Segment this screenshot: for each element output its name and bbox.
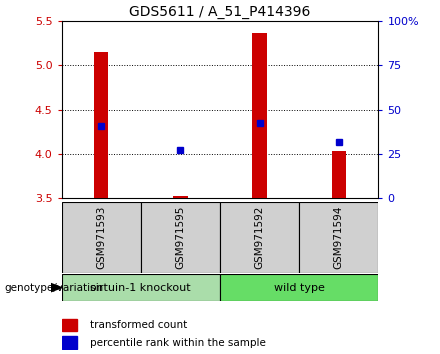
Text: GSM971594: GSM971594 (334, 205, 344, 269)
Bar (299, 202, 378, 273)
Text: GSM971593: GSM971593 (96, 205, 106, 269)
Bar (253, 33, 267, 198)
Text: sirtuin-1 knockout: sirtuin-1 knockout (91, 282, 191, 293)
Bar (220, 202, 299, 273)
Bar (62, 274, 220, 301)
Bar (220, 274, 378, 301)
Bar (94, 52, 108, 198)
Bar (62, 336, 77, 349)
Text: genotype/variation: genotype/variation (4, 282, 103, 293)
Text: GSM971595: GSM971595 (176, 205, 185, 269)
Text: transformed count: transformed count (90, 320, 187, 330)
Text: wild type: wild type (274, 282, 325, 293)
Bar (141, 202, 220, 273)
Bar (62, 202, 141, 273)
Bar (332, 152, 346, 198)
Title: GDS5611 / A_51_P414396: GDS5611 / A_51_P414396 (129, 5, 311, 19)
Bar (173, 196, 187, 198)
Polygon shape (51, 283, 62, 292)
Text: percentile rank within the sample: percentile rank within the sample (90, 338, 266, 348)
Bar (62, 319, 77, 331)
Text: GSM971592: GSM971592 (255, 205, 264, 269)
